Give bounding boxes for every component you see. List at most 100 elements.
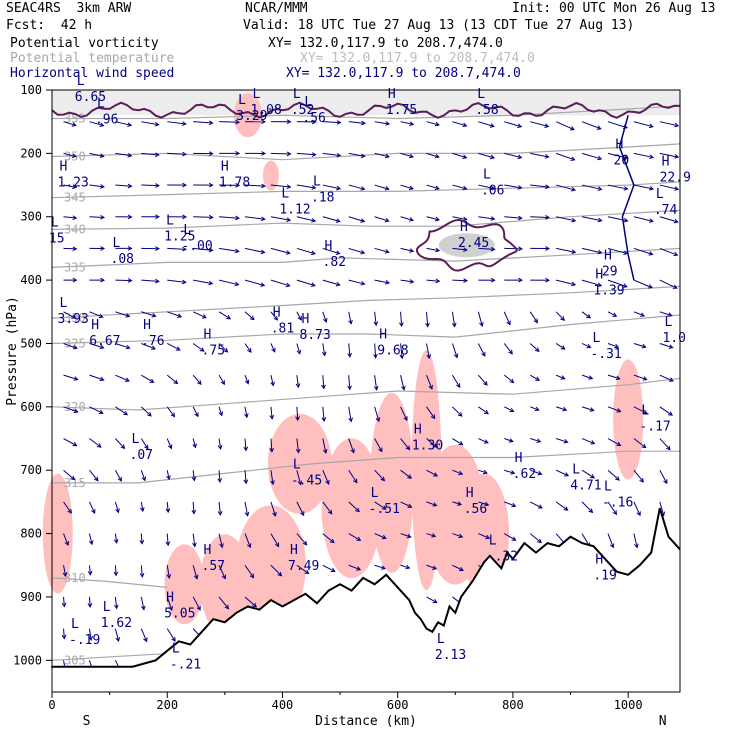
wind-vector [633, 121, 653, 128]
wind-vector-head [668, 344, 674, 349]
wind-vector-head [271, 347, 276, 353]
wind-vector [426, 121, 440, 126]
wind-vector-head [208, 120, 214, 126]
wind-vector-head [509, 407, 515, 413]
theta-contour [51, 181, 681, 199]
wind-vector [426, 533, 436, 537]
wind-vector [374, 438, 383, 452]
wind-vector [140, 565, 143, 577]
wind-vector-head [235, 151, 241, 156]
wind-vector [452, 406, 463, 417]
wind-vector-head [171, 636, 176, 642]
wind-vector [270, 406, 273, 419]
extremum-marker: L [281, 186, 289, 201]
wind-vector-head [73, 376, 79, 381]
wind-vector [296, 564, 309, 574]
wind-vector-head [220, 380, 225, 386]
wind-vector [63, 121, 76, 126]
wind-vector [322, 375, 325, 389]
wind-vector-head [642, 409, 648, 414]
wind-vector-head [463, 247, 468, 253]
wind-vector-head [511, 536, 517, 541]
wind-vector [296, 279, 315, 287]
wind-vector [530, 469, 542, 475]
wind-vector [556, 247, 576, 253]
wind-vector [348, 311, 352, 324]
wind-vector-head [407, 474, 413, 479]
extremum-marker: L [664, 315, 672, 330]
wind-vector [218, 374, 225, 385]
extremum-marker: H [143, 318, 151, 333]
extremum-value: 6.67 [89, 334, 120, 349]
wind-vector-head [381, 505, 387, 510]
wind-vector-head [247, 348, 252, 353]
wind-vector [270, 564, 282, 577]
wind-vector-head [139, 539, 145, 545]
theta-contour [51, 285, 681, 319]
wind-vector-head [181, 279, 187, 285]
wind-vector-head [534, 347, 540, 353]
wind-vector [659, 247, 678, 256]
wind-vector-head [634, 543, 639, 549]
extremum-marker: H [662, 155, 670, 170]
wind-vector [348, 279, 365, 285]
wind-vector [244, 470, 247, 484]
wind-vector-head [545, 277, 551, 283]
wind-vector-head [570, 156, 576, 161]
wind-vector-head [674, 154, 680, 159]
wind-vector-head [155, 278, 160, 284]
wind-vector-head [235, 119, 241, 125]
wind-vector [270, 311, 278, 321]
wind-vector [478, 152, 495, 159]
extremum-marker: L [132, 432, 140, 447]
wind-vector [348, 469, 358, 483]
wind-vector [296, 311, 302, 321]
extremum-marker: L [253, 87, 261, 102]
field-name-wind: Horizontal wind speed [10, 66, 175, 81]
wind-vector-head [353, 478, 358, 484]
wind-vector-head [560, 316, 565, 321]
wind-vector-head [459, 566, 464, 572]
extremum-marker: H [204, 328, 212, 343]
wind-vector-head [193, 574, 199, 580]
wind-vector [166, 596, 173, 611]
wind-vector [63, 311, 76, 319]
extremum-value: 4.71 [570, 479, 601, 494]
wind-vector-head [462, 154, 468, 159]
wind-vector-head [409, 279, 415, 284]
extremum-value: 29 [602, 264, 618, 279]
wind-vector [607, 438, 621, 446]
extremum-marker: H [91, 318, 99, 333]
wind-vector-head [61, 634, 67, 640]
wind-vector-head [506, 320, 511, 326]
wind-vector-head [167, 444, 173, 450]
extremum-value: .08 [111, 252, 134, 267]
wind-vector [426, 279, 440, 282]
wind-vector [633, 311, 645, 317]
wind-vector [659, 121, 679, 127]
wind-vector [192, 311, 207, 319]
wind-vector [244, 374, 249, 384]
extremum-marker: L [103, 600, 111, 615]
wind-vector [89, 184, 104, 188]
wind-vector-head [399, 322, 404, 328]
wind-vector-head [648, 123, 654, 129]
extremum-value: 1.08 [251, 103, 282, 118]
wind-vector [529, 343, 540, 352]
wind-vector [88, 501, 96, 514]
wind-vector-head [586, 343, 592, 349]
plot-frame [51, 89, 681, 693]
wind-vector [581, 247, 602, 254]
wind-vector [555, 343, 565, 350]
theta-contour [51, 314, 681, 345]
extremum-marker: H [515, 451, 523, 466]
x-tick-label: 400 [272, 698, 294, 712]
wind-vector-head [329, 538, 335, 544]
wind-vector-head [182, 214, 188, 220]
wind-vector [270, 216, 291, 221]
wind-vector-head [483, 439, 489, 444]
wind-vector-head [166, 475, 171, 481]
wind-vector [581, 438, 595, 445]
wind-vector [193, 121, 213, 124]
wind-vector-head [166, 574, 172, 580]
